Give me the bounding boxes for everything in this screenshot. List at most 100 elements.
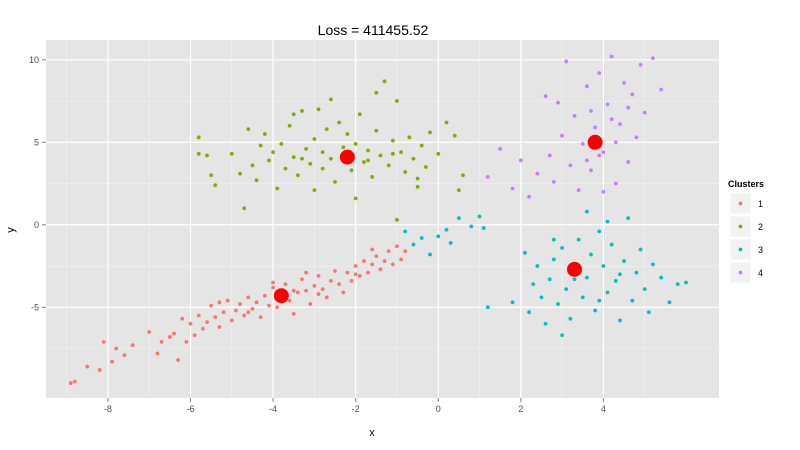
data-point-cluster-3 [556, 302, 560, 306]
data-point-cluster-3 [638, 247, 643, 252]
data-point-cluster-3 [419, 236, 424, 240]
data-point-cluster-1 [271, 285, 275, 290]
data-point-cluster-1 [291, 288, 296, 293]
data-point-cluster-1 [328, 278, 333, 283]
data-point-cluster-4 [613, 140, 618, 145]
data-point-cluster-4 [584, 158, 589, 163]
data-point-cluster-1 [386, 249, 391, 254]
data-point-cluster-1 [225, 298, 230, 303]
legend-key-4 [738, 270, 743, 275]
data-point-cluster-4 [651, 56, 655, 61]
centroid-cluster-4 [587, 134, 603, 150]
data-point-cluster-2 [407, 135, 412, 140]
data-point-cluster-3 [651, 262, 655, 267]
data-point-cluster-1 [217, 325, 222, 329]
data-point-cluster-2 [345, 132, 350, 136]
data-point-cluster-2 [262, 132, 267, 136]
data-point-cluster-4 [593, 125, 598, 130]
data-point-cluster-1 [192, 333, 197, 338]
data-point-cluster-2 [328, 156, 333, 161]
data-point-cluster-2 [246, 127, 251, 131]
data-point-cluster-1 [308, 302, 313, 306]
data-point-cluster-4 [556, 100, 560, 105]
data-point-cluster-4 [609, 54, 614, 59]
data-point-cluster-1 [180, 316, 185, 321]
data-point-cluster-2 [390, 138, 395, 143]
data-point-cluster-2 [267, 158, 271, 163]
data-point-cluster-2 [353, 196, 358, 201]
data-point-cluster-2 [196, 151, 201, 156]
data-point-cluster-4 [589, 168, 593, 173]
legend-label-3: 3 [758, 245, 763, 255]
data-point-cluster-3 [576, 237, 581, 242]
data-point-cluster-1 [184, 340, 189, 344]
plot-panel [46, 40, 719, 398]
data-point-cluster-2 [428, 130, 432, 135]
data-point-cluster-2 [300, 156, 304, 161]
data-point-cluster-3 [560, 245, 565, 250]
data-point-cluster-3 [597, 229, 602, 234]
data-point-cluster-4 [498, 146, 503, 151]
y-tick-label: -5 [31, 302, 39, 312]
data-point-cluster-1 [399, 257, 403, 262]
data-point-cluster-1 [188, 321, 193, 326]
data-point-cluster-2 [390, 151, 395, 156]
data-point-cluster-1 [324, 295, 329, 300]
legend-label-2: 2 [758, 222, 763, 232]
data-point-cluster-2 [242, 206, 247, 211]
data-point-cluster-1 [295, 290, 300, 295]
legend-title: Clusters [728, 179, 764, 189]
data-point-cluster-1 [287, 298, 292, 303]
y-tick-label: 0 [34, 220, 39, 230]
data-point-cluster-1 [258, 315, 263, 320]
data-point-cluster-4 [634, 135, 639, 140]
data-point-cluster-3 [456, 216, 461, 221]
data-point-cluster-3 [477, 214, 482, 219]
data-point-cluster-1 [130, 343, 135, 348]
legend-key-3 [738, 247, 743, 252]
data-point-cluster-1 [353, 272, 358, 277]
data-point-cluster-1 [316, 292, 321, 296]
data-point-cluster-4 [626, 160, 631, 164]
data-point-cluster-4 [568, 163, 573, 168]
data-point-cluster-4 [543, 94, 548, 98]
data-point-cluster-3 [584, 209, 589, 214]
data-point-cluster-2 [386, 163, 391, 168]
data-point-cluster-3 [622, 259, 626, 263]
data-point-cluster-3 [444, 227, 449, 232]
data-point-cluster-2 [349, 168, 354, 173]
data-point-cluster-2 [341, 145, 346, 150]
data-point-cluster-2 [423, 165, 428, 169]
x-tick-label: -8 [104, 404, 112, 414]
data-point-cluster-1 [275, 305, 280, 310]
data-point-cluster-1 [353, 264, 358, 268]
data-points [68, 54, 688, 386]
data-point-cluster-2 [403, 170, 408, 174]
data-point-cluster-1 [196, 313, 201, 318]
legend: Clusters 1 2 3 4 [728, 179, 764, 284]
data-point-cluster-2 [279, 142, 284, 146]
data-point-cluster-4 [551, 179, 556, 184]
data-point-cluster-2 [275, 186, 280, 191]
data-point-cluster-3 [485, 305, 490, 310]
data-point-cluster-2 [395, 99, 399, 103]
data-point-cluster-3 [589, 252, 593, 257]
data-point-cluster-2 [291, 155, 296, 160]
data-point-cluster-4 [597, 153, 602, 158]
data-point-cluster-2 [328, 97, 333, 102]
data-point-cluster-2 [333, 179, 337, 184]
data-point-cluster-3 [403, 229, 408, 234]
data-point-cluster-3 [601, 264, 606, 268]
data-point-cluster-1 [176, 358, 181, 362]
data-point-cluster-1 [229, 318, 234, 323]
data-point-cluster-4 [618, 122, 622, 127]
data-point-cluster-2 [395, 217, 399, 222]
data-point-cluster-4 [572, 113, 577, 118]
data-point-cluster-2 [461, 173, 465, 178]
data-point-cluster-4 [630, 92, 635, 97]
data-point-cluster-1 [403, 249, 408, 254]
data-point-cluster-2 [304, 146, 309, 151]
data-point-cluster-1 [73, 379, 77, 384]
data-point-cluster-2 [287, 123, 292, 128]
chart-title: Loss = 411455.52 [318, 22, 429, 38]
